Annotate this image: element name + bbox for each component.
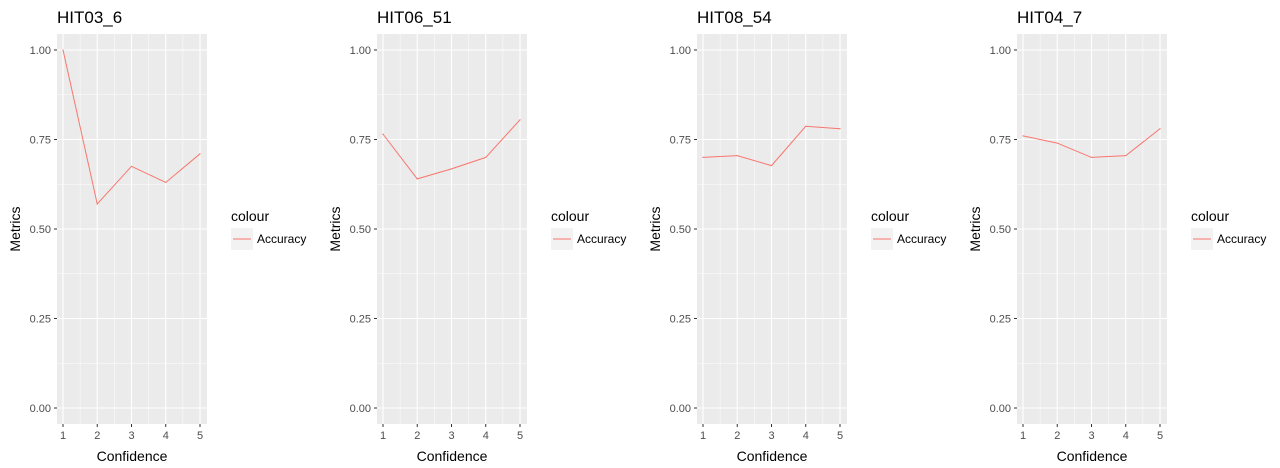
- y-tick-label: 0.75: [990, 135, 1011, 147]
- data-point: [519, 119, 521, 121]
- chart-panel-1: HIT03_6 0.00 0.25 0.50 0.75 1.00 1 2 3 4 5 Confiden…: [7, 8, 306, 464]
- data-point: [450, 168, 453, 170]
- x-tick-label: 4: [483, 430, 489, 442]
- x-tick-label: 3: [1088, 430, 1094, 442]
- data-point: [416, 178, 418, 180]
- x-tick-label: 1: [380, 430, 386, 442]
- y-tick-label: 0.25: [350, 314, 371, 326]
- legend-label: Accuracy: [577, 232, 626, 246]
- x-axis-title: Confidence: [1057, 448, 1128, 464]
- x-tick-label: 5: [197, 430, 203, 442]
- x-axis-title: Confidence: [417, 448, 488, 464]
- y-tick-label: 1.00: [670, 45, 691, 57]
- data-point: [199, 153, 201, 155]
- y-tick-label: 0.75: [30, 135, 51, 147]
- x-tick-label: 2: [1054, 430, 1060, 442]
- x-tick-label: 4: [1123, 430, 1129, 442]
- legend-title: colour: [551, 208, 589, 224]
- legend: colour Accuracy: [871, 208, 946, 250]
- x-tick-label: 4: [803, 430, 809, 442]
- data-point: [770, 165, 773, 167]
- data-point: [382, 133, 384, 135]
- y-axis-title: Metrics: [647, 206, 663, 251]
- x-tick-label: 2: [414, 430, 420, 442]
- x-tick-label: 2: [94, 430, 100, 442]
- chart-panel-2: HIT06_51 0.00 0.25 0.50 0.75 1.00 1 2 3 4 5 Confide…: [327, 8, 626, 464]
- y-tick-label: 1.00: [350, 45, 371, 57]
- data-point: [62, 49, 64, 51]
- x-tick-label: 1: [60, 430, 66, 442]
- chart-title: HIT04_7: [1017, 8, 1082, 27]
- y-tick-label: 0.00: [350, 403, 371, 415]
- data-point: [839, 128, 841, 130]
- data-point: [1056, 142, 1058, 144]
- chart-panel-3: HIT08_54 0.00 0.25 0.50 0.75 1.00 1 2 3 4 5 Confide…: [647, 8, 946, 464]
- y-tick-label: 0.25: [990, 314, 1011, 326]
- legend-title: colour: [1191, 208, 1229, 224]
- chart-title: HIT08_54: [697, 8, 772, 27]
- chart-panel-4: HIT04_7 0.00 0.25 0.50 0.75 1.00 1 2 3 4 5 Confiden…: [967, 8, 1266, 464]
- data-point: [1022, 135, 1024, 137]
- x-axis-title: Confidence: [97, 448, 168, 464]
- y-tick-label: 0.00: [990, 403, 1011, 415]
- x-tick-label: 3: [128, 430, 134, 442]
- legend-label: Accuracy: [1217, 232, 1266, 246]
- y-axis-title: Metrics: [967, 206, 983, 251]
- data-point: [130, 165, 133, 167]
- legend-label: Accuracy: [257, 232, 306, 246]
- data-point: [1125, 155, 1127, 157]
- y-tick-label: 0.75: [670, 135, 691, 147]
- x-tick-label: 5: [1157, 430, 1163, 442]
- y-tick-label: 0.50: [350, 224, 371, 236]
- legend: colour Accuracy: [231, 208, 306, 250]
- chart-title: HIT03_6: [57, 8, 122, 27]
- y-tick-label: 0.25: [670, 314, 691, 326]
- data-point: [96, 203, 98, 205]
- chart-title: HIT06_51: [377, 8, 452, 27]
- data-point: [805, 125, 807, 127]
- legend: colour Accuracy: [1191, 208, 1266, 250]
- legend-title: colour: [231, 208, 269, 224]
- y-axis-title: Metrics: [327, 206, 343, 251]
- x-tick-label: 3: [768, 430, 774, 442]
- legend-label: Accuracy: [897, 232, 946, 246]
- data-point: [485, 156, 487, 158]
- x-tick-label: 4: [163, 430, 169, 442]
- data-point: [1159, 128, 1161, 130]
- y-tick-label: 1.00: [990, 45, 1011, 57]
- y-tick-label: 0.50: [30, 224, 51, 236]
- x-tick-label: 3: [448, 430, 454, 442]
- x-tick-label: 5: [837, 430, 843, 442]
- x-tick-label: 1: [1020, 430, 1026, 442]
- x-axis-title: Confidence: [737, 448, 808, 464]
- data-point: [702, 156, 704, 158]
- y-tick-label: 0.00: [30, 403, 51, 415]
- y-tick-label: 0.50: [670, 224, 691, 236]
- y-tick-label: 0.00: [670, 403, 691, 415]
- data-point: [165, 181, 167, 184]
- x-tick-label: 2: [734, 430, 740, 442]
- data-point: [1090, 156, 1093, 158]
- data-point: [736, 155, 738, 157]
- y-tick-label: 0.75: [350, 135, 371, 147]
- legend: colour Accuracy: [551, 208, 626, 250]
- y-tick-label: 0.25: [30, 314, 51, 326]
- y-tick-label: 0.50: [990, 224, 1011, 236]
- legend-title: colour: [871, 208, 909, 224]
- x-tick-label: 5: [517, 430, 523, 442]
- x-tick-label: 1: [700, 430, 706, 442]
- y-tick-label: 1.00: [30, 45, 51, 57]
- y-axis-title: Metrics: [7, 206, 23, 251]
